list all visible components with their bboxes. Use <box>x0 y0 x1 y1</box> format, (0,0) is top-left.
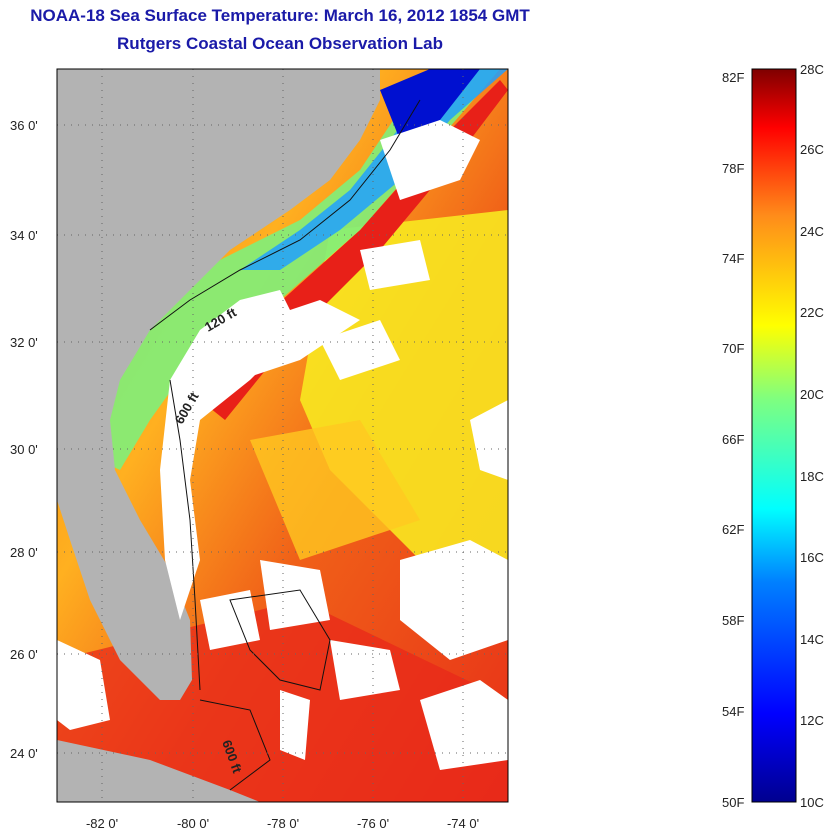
cloud-cover <box>57 120 508 770</box>
f-label: 82F <box>722 70 744 85</box>
c-label: 20C <box>800 387 824 402</box>
colorbar-celsius-labels: 28C 26C 24C 22C 20C 18C 16C 14C 12C 10C <box>800 62 824 810</box>
lat-axis: 36 0' 34 0' 32 0' 30 0' 28 0' 26 0' 24 0… <box>10 118 38 761</box>
lat-tick-label: 28 0' <box>10 545 38 560</box>
lat-tick-label: 36 0' <box>10 118 38 133</box>
land-mass <box>57 69 380 700</box>
f-label: 70F <box>722 341 744 356</box>
lat-tick-label: 30 0' <box>10 442 38 457</box>
c-label: 14C <box>800 632 824 647</box>
cuba-land <box>57 740 260 802</box>
lon-tick-label: -80 0' <box>177 816 209 831</box>
c-label: 18C <box>800 469 824 484</box>
contour-bahamas <box>229 589 331 691</box>
c-label: 26C <box>800 142 824 157</box>
cold-water-patch <box>380 69 480 140</box>
lat-tick-label: 32 0' <box>10 335 38 350</box>
f-label: 58F <box>722 613 744 628</box>
c-label: 24C <box>800 224 824 239</box>
c-label: 28C <box>800 62 824 77</box>
f-label: 74F <box>722 251 744 266</box>
f-label: 54F <box>722 704 744 719</box>
lon-tick-label: -74 0' <box>447 816 479 831</box>
colorbar-fahrenheit-labels: 82F 78F 74F 70F 66F 62F 58F 54F 50F <box>722 70 744 810</box>
map-frame <box>56 68 509 803</box>
colorbar: 82F 78F 74F 70F 66F 62F 58F 54F 50F 28C … <box>722 62 824 810</box>
lat-tick-label: 26 0' <box>10 647 38 662</box>
contour-600ft <box>169 379 201 691</box>
lon-tick-label: -78 0' <box>267 816 299 831</box>
colorbar-scale <box>751 68 797 803</box>
lon-tick-label: -82 0' <box>86 816 118 831</box>
c-label: 22C <box>800 305 824 320</box>
map-title: NOAA-18 Sea Surface Temperature: March 1… <box>30 6 530 25</box>
sst-orange-region <box>250 420 420 560</box>
f-label: 62F <box>722 522 744 537</box>
f-label: 66F <box>722 432 744 447</box>
c-label: 12C <box>800 713 824 728</box>
c-label: 10C <box>800 795 824 810</box>
f-label: 50F <box>722 795 744 810</box>
lon-tick-label: -76 0' <box>357 816 389 831</box>
f-label: 78F <box>722 161 744 176</box>
map-subtitle: Rutgers Coastal Ocean Observation Lab <box>117 34 443 53</box>
c-label: 16C <box>800 550 824 565</box>
lat-tick-label: 34 0' <box>10 228 38 243</box>
lon-axis: -82 0' -80 0' -78 0' -76 0' -74 0' <box>86 816 479 831</box>
contour-120ft <box>149 99 421 331</box>
contour-600ft-south <box>199 699 271 791</box>
lat-tick-label: 24 0' <box>10 746 38 761</box>
